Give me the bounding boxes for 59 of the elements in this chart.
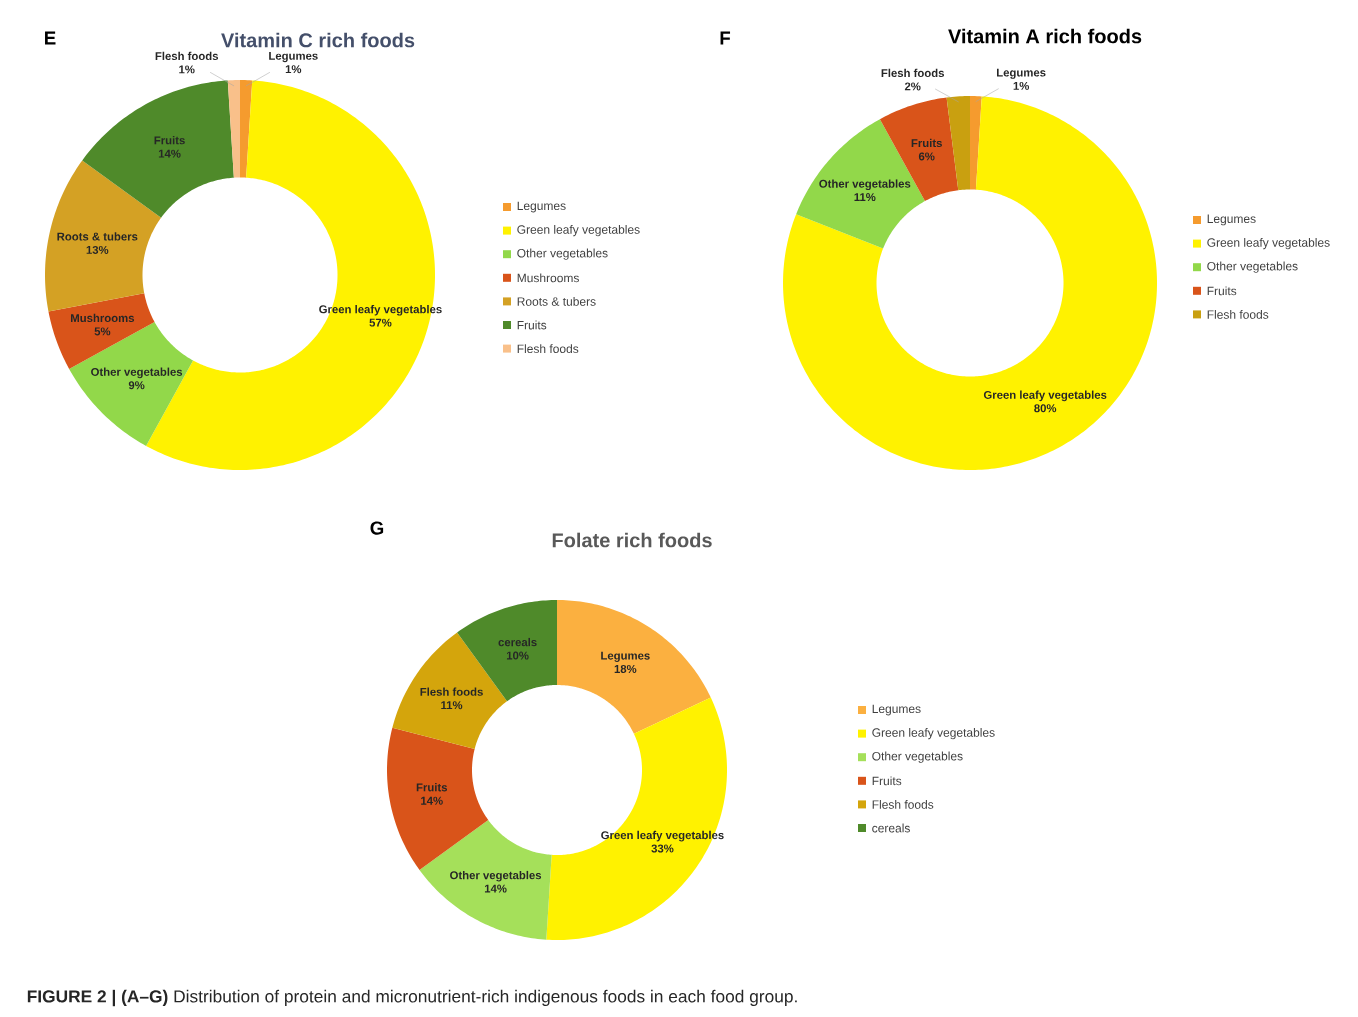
data-label: 18%: [614, 664, 637, 673]
chart-title: Folate rich foods: [552, 532, 712, 548]
text: G: [370, 521, 384, 535]
data-label: 11%: [441, 701, 463, 710]
data-label: 14%: [484, 884, 507, 893]
legend-label: Other vegetables: [872, 751, 963, 763]
legend-label: Legumes: [872, 704, 921, 716]
legend-label: Flesh foods: [872, 800, 934, 809]
data-label: 1%: [285, 65, 302, 74]
data-label: 6%: [918, 152, 935, 161]
legend-label: cereals: [872, 823, 910, 833]
data-label: 1%: [1013, 81, 1030, 90]
legend-label: Green leafy vegetables: [1207, 238, 1330, 250]
legend-label: Legumes: [517, 201, 566, 213]
legend-label: Other vegetables: [517, 248, 608, 260]
data-label: 13%: [86, 245, 109, 254]
slice-label: Green leafy vegetables: [983, 390, 1107, 402]
slice-label: Fruits: [416, 783, 448, 792]
data-label: 14%: [421, 796, 443, 805]
slice-label: Other vegetables: [819, 179, 911, 191]
slice-label: Fruits: [911, 138, 942, 148]
legend-label: Green leafy vegetables: [517, 225, 640, 237]
legend-label: Flesh foods: [1207, 309, 1269, 319]
legend-label: Mushrooms: [517, 273, 579, 283]
legend-label: Fruits: [1207, 286, 1237, 296]
chart-title: Vitamin A rich foods: [948, 28, 1142, 44]
data-label: 5%: [94, 327, 111, 336]
legend-label: Green leafy vegetables: [872, 728, 995, 740]
slice-label: Legumes: [997, 68, 1046, 79]
data-label: 11%: [854, 193, 876, 202]
data-label: 10%: [506, 651, 529, 660]
data-label: 2%: [904, 82, 921, 91]
data-label: 1%: [179, 65, 195, 74]
slice-label: cereals: [498, 637, 537, 647]
slice-label: Flesh foods: [420, 687, 483, 696]
slice-label: Other vegetables: [91, 367, 183, 379]
legend-label: Fruits: [872, 776, 902, 786]
data-label: 33%: [651, 844, 674, 853]
slice-label: Flesh foods: [881, 68, 945, 78]
data-label: 80%: [1034, 404, 1057, 413]
slice-label: Flesh foods: [155, 51, 219, 61]
data-label: 9%: [128, 381, 145, 390]
slice-label: Fruits: [154, 136, 185, 145]
text: FIGURE 2 | (A–G) Distribution of protein and micronutrient-rich indigenous foods in each food group.: [27, 989, 797, 1007]
legend-label: Roots & tubers: [517, 297, 596, 306]
slice-label: Mushrooms: [71, 313, 135, 323]
slice-label: Roots & tubers: [57, 232, 138, 241]
slice-label: Legumes: [269, 51, 318, 63]
text: E: [45, 31, 56, 45]
data-label: 57%: [369, 318, 392, 327]
data-label: 14%: [158, 149, 181, 158]
legend-label: Other vegetables: [1207, 261, 1298, 273]
legend-label: Flesh foods: [517, 344, 579, 354]
slice-label: Legumes: [601, 651, 650, 662]
legend-label: Legumes: [1207, 214, 1256, 226]
legend-label: Fruits: [517, 320, 547, 330]
chart-title: Vitamin C rich foods: [221, 32, 415, 48]
text: F: [720, 31, 731, 45]
slice-label: Other vegetables: [450, 870, 542, 882]
